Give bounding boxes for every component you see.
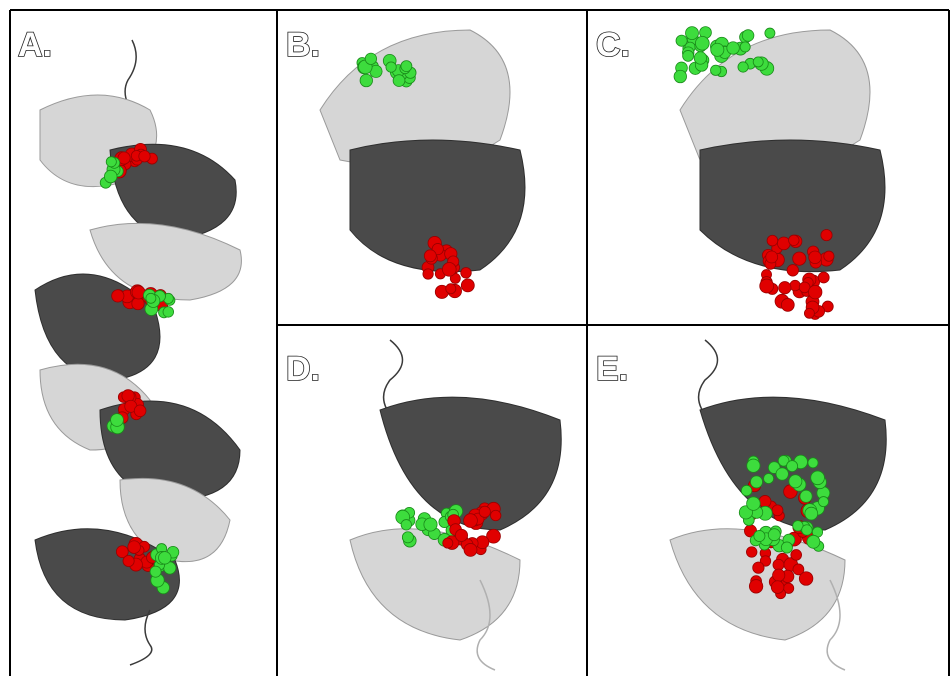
sphere <box>150 566 161 577</box>
panel-label: E. <box>596 350 628 388</box>
sphere <box>754 530 765 541</box>
sphere <box>401 520 411 530</box>
sphere <box>479 506 490 517</box>
sphere <box>768 529 780 541</box>
sphere <box>711 65 721 75</box>
sphere <box>674 70 686 82</box>
sphere <box>163 307 174 318</box>
sphere <box>824 251 834 261</box>
sphere <box>749 580 762 593</box>
sphere <box>393 75 405 87</box>
sphere <box>402 532 413 543</box>
panel-label: A. <box>18 26 52 64</box>
sphere <box>760 279 774 293</box>
sphere <box>738 62 748 72</box>
sphere <box>781 298 794 311</box>
sphere <box>789 475 802 488</box>
sphere <box>765 28 775 38</box>
sphere <box>365 53 376 64</box>
sphere <box>787 461 798 472</box>
sphere <box>111 414 124 427</box>
sphere <box>808 458 818 468</box>
sphere <box>808 285 821 298</box>
sphere <box>787 265 799 277</box>
sphere <box>360 74 372 86</box>
figure: A. B. C. D. E. <box>0 0 950 676</box>
sphere <box>791 550 802 561</box>
sphere <box>423 269 433 279</box>
sphere <box>727 42 740 55</box>
sphere <box>123 555 134 566</box>
sphere <box>746 547 757 558</box>
sphere <box>442 263 456 277</box>
sphere <box>139 151 150 162</box>
sphere <box>386 62 396 72</box>
sphere <box>695 36 709 50</box>
sphere <box>750 476 762 488</box>
sphere <box>759 495 771 507</box>
sphere <box>779 282 791 294</box>
sphere <box>134 405 146 417</box>
sphere <box>742 30 754 42</box>
sphere <box>793 252 806 265</box>
sphere <box>128 541 141 554</box>
sphere <box>740 42 750 52</box>
sphere <box>446 284 456 294</box>
sphere <box>455 529 467 541</box>
sphere <box>132 286 145 299</box>
sphere <box>777 237 790 250</box>
sphere <box>773 569 785 581</box>
sphere <box>818 497 828 507</box>
sphere <box>159 552 172 565</box>
panel-label: D. <box>286 350 320 388</box>
sphere <box>811 471 825 485</box>
sphere <box>686 27 699 40</box>
sphere <box>776 468 788 480</box>
sphere <box>464 514 478 528</box>
sphere <box>683 50 694 61</box>
sphere <box>772 505 783 516</box>
sphere <box>753 57 763 67</box>
sphere <box>767 235 778 246</box>
sphere <box>747 459 760 472</box>
sphere <box>805 507 818 520</box>
sphere <box>802 525 813 536</box>
sphere <box>490 510 500 520</box>
sphere <box>694 52 706 64</box>
sphere <box>809 251 822 264</box>
sphere <box>764 473 774 483</box>
sphere <box>461 268 472 279</box>
sphere <box>800 490 812 502</box>
ribbon-dark <box>700 140 885 272</box>
panel-label: B. <box>286 26 320 64</box>
sphere <box>821 229 832 240</box>
sphere <box>401 61 412 72</box>
sphere <box>804 308 814 318</box>
sphere <box>424 250 436 262</box>
sphere <box>112 290 124 302</box>
panel-label: C. <box>596 26 630 64</box>
sphere <box>741 485 752 496</box>
sphere <box>789 235 799 245</box>
sphere <box>461 279 474 292</box>
sphere <box>781 542 792 553</box>
sphere <box>676 35 687 46</box>
sphere <box>771 581 784 594</box>
sphere <box>106 157 116 167</box>
sphere <box>146 293 156 303</box>
sphere <box>793 564 804 575</box>
sphere <box>747 497 761 511</box>
sphere <box>711 43 724 56</box>
sphere <box>753 562 764 573</box>
sphere <box>464 543 477 556</box>
sphere <box>790 280 801 291</box>
sphere <box>443 538 453 548</box>
sphere <box>424 518 437 531</box>
sphere <box>766 251 778 263</box>
sphere <box>807 535 820 548</box>
sphere <box>818 272 829 283</box>
sphere <box>104 170 117 183</box>
